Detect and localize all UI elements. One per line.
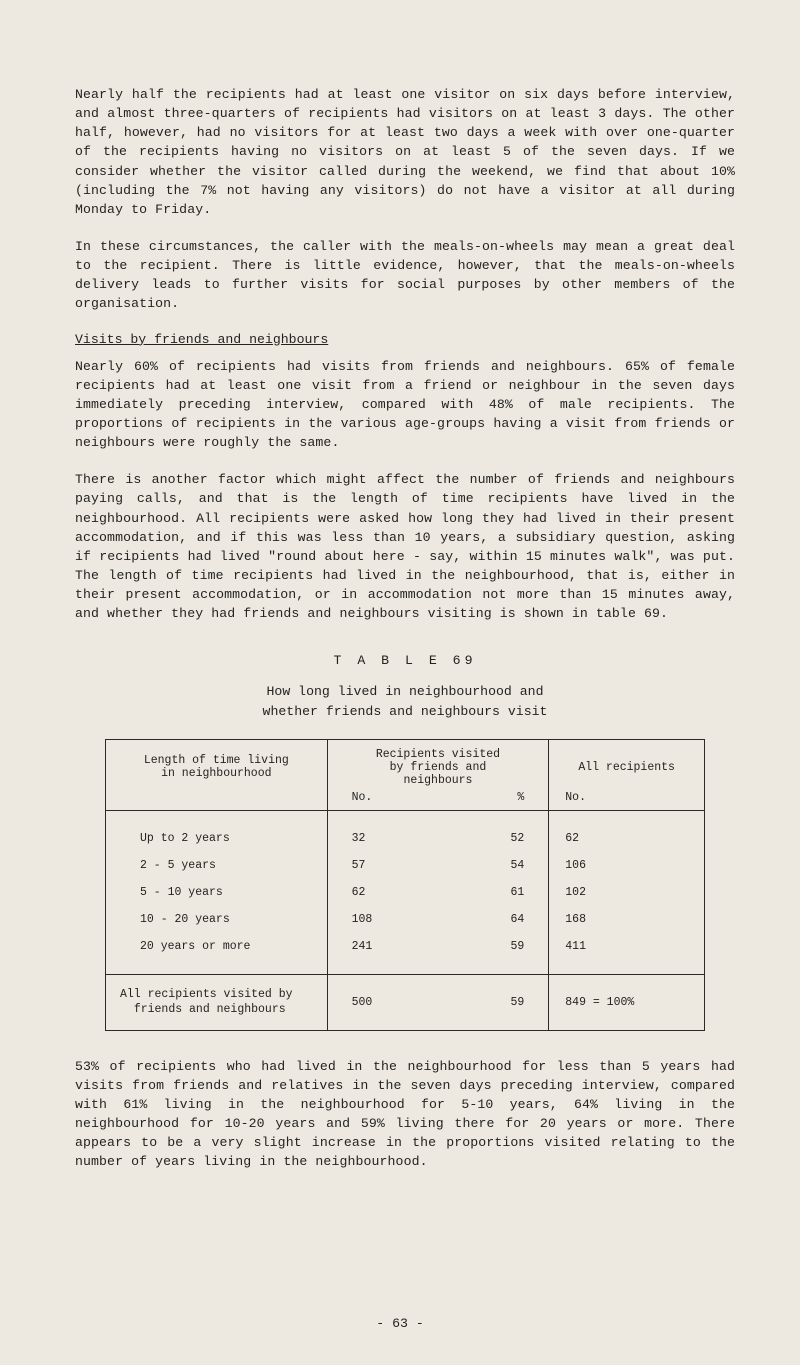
page-number: - 63 - — [0, 1316, 800, 1331]
row-all: 102 — [549, 879, 705, 906]
paragraph-1: Nearly half the recipients had at least … — [75, 85, 735, 219]
table-row: 2 - 5 years 57 54 106 — [106, 852, 705, 879]
row-no: 62 — [327, 879, 446, 906]
row-no: 241 — [327, 933, 446, 960]
paragraph-3: Nearly 60% of recipients had visits from… — [75, 357, 735, 453]
header-length-line-2: in neighbourhood — [161, 767, 271, 780]
row-no: 32 — [327, 825, 446, 852]
header-length-line-1: Length of time living — [144, 754, 289, 767]
paragraph-2: In these circumstances, the caller with … — [75, 237, 735, 314]
row-all: 168 — [549, 906, 705, 933]
row-no: 108 — [327, 906, 446, 933]
table-subtitle-line-1: How long lived in neighbourhood and — [75, 682, 735, 701]
header-empty — [106, 791, 328, 811]
row-label: 2 - 5 years — [106, 852, 328, 879]
summary-pct: 59 — [446, 974, 549, 1030]
row-label: 10 - 20 years — [106, 906, 328, 933]
paragraph-4: There is another factor which might affe… — [75, 470, 735, 623]
header-visited-line-1: Recipients visited — [376, 748, 500, 761]
paragraph-5: 53% of recipients who had lived in the n… — [75, 1057, 735, 1172]
row-pct: 52 — [446, 825, 549, 852]
row-pct: 54 — [446, 852, 549, 879]
summary-label-line-1: All recipients visited by — [120, 988, 293, 1001]
page: Nearly half the recipients had at least … — [0, 0, 800, 1365]
table-subtitle-line-2: whether friends and neighbours visit — [75, 702, 735, 721]
row-no: 57 — [327, 852, 446, 879]
subheader-all-no: No. — [549, 791, 705, 811]
row-all: 62 — [549, 825, 705, 852]
table-title-block: T A B L E 69 How long lived in neighbour… — [75, 653, 735, 720]
table-row: 20 years or more 241 59 411 — [106, 933, 705, 960]
row-label: 20 years or more — [106, 933, 328, 960]
subheader-no: No. — [327, 791, 446, 811]
header-visited: Recipients visited by friends and neighb… — [327, 739, 549, 791]
header-all: All recipients — [549, 739, 705, 791]
header-visited-line-3: neighbours — [403, 774, 472, 787]
summary-label-line-2: friends and neighbours — [134, 1003, 286, 1016]
row-label: 5 - 10 years — [106, 879, 328, 906]
row-pct: 59 — [446, 933, 549, 960]
table-row: Up to 2 years 32 52 62 — [106, 825, 705, 852]
row-label: Up to 2 years — [106, 825, 328, 852]
row-pct: 61 — [446, 879, 549, 906]
table-number: T A B L E 69 — [75, 653, 735, 668]
header-visited-line-2: by friends and — [390, 761, 487, 774]
summary-no: 500 — [327, 974, 446, 1030]
table-row: 5 - 10 years 62 61 102 — [106, 879, 705, 906]
summary-row: All recipients visited by friends and ne… — [106, 974, 705, 1030]
row-pct: 64 — [446, 906, 549, 933]
row-all: 411 — [549, 933, 705, 960]
table-69: Length of time living in neighbourhood R… — [75, 739, 735, 1031]
header-length: Length of time living in neighbourhood — [106, 739, 328, 791]
section-heading: Visits by friends and neighbours — [75, 332, 735, 347]
summary-all: 849 = 100% — [549, 974, 705, 1030]
table-row: 10 - 20 years 108 64 168 — [106, 906, 705, 933]
summary-label: All recipients visited by friends and ne… — [106, 974, 328, 1030]
row-all: 106 — [549, 852, 705, 879]
subheader-pct: % — [446, 791, 549, 811]
